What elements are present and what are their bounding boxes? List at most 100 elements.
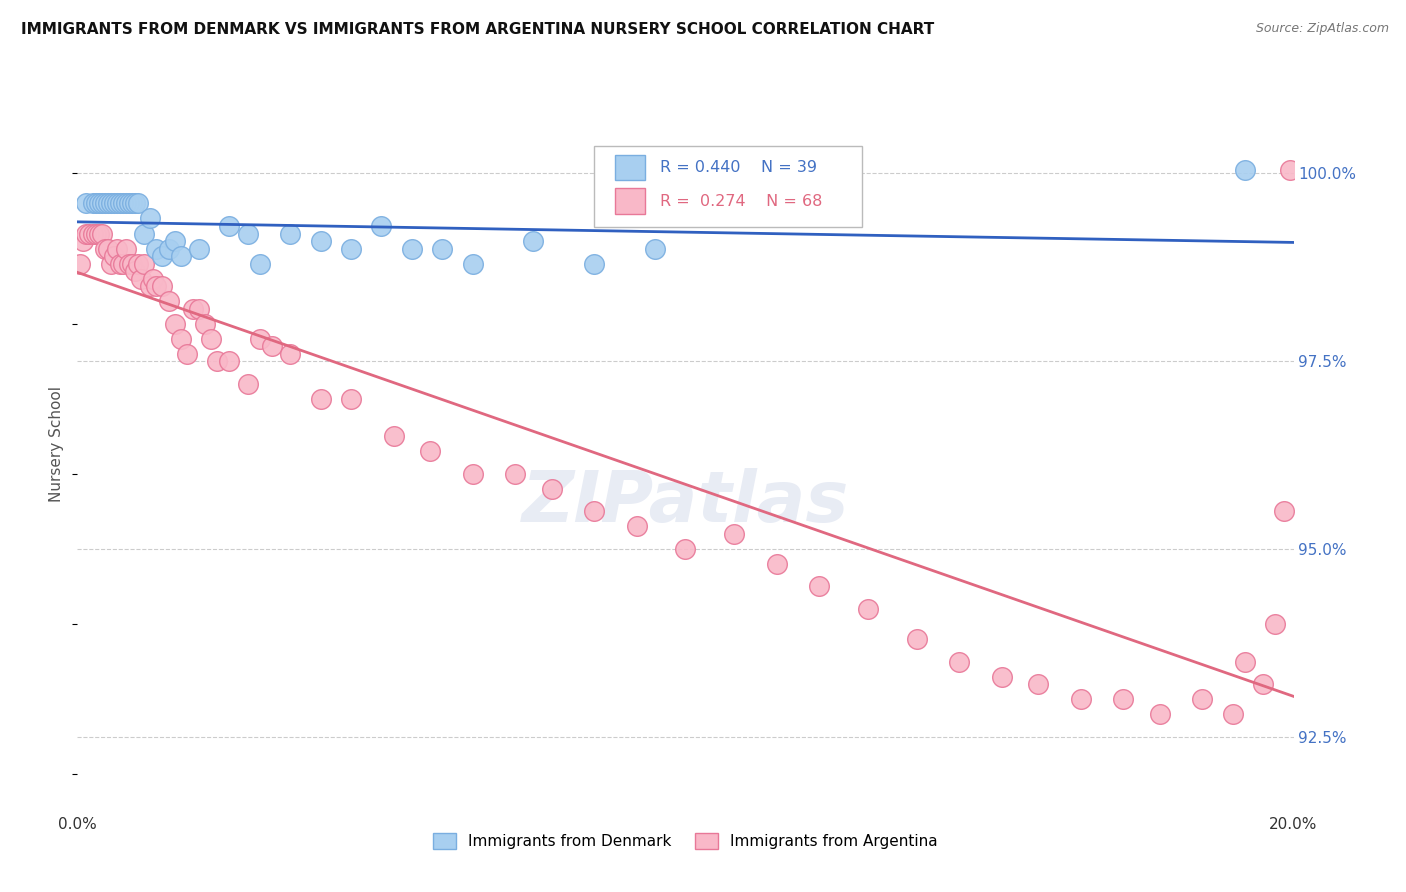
Bar	[614, 154, 645, 180]
Point	[134, 256, 156, 270]
Point	[145, 242, 167, 256]
Point	[340, 392, 363, 406]
Point	[401, 242, 423, 256]
Point	[115, 196, 138, 211]
Point	[108, 256, 131, 270]
Point	[105, 196, 128, 211]
Point	[163, 317, 186, 331]
Point	[84, 196, 107, 211]
Point	[97, 242, 120, 256]
Point	[340, 242, 363, 256]
Point	[87, 196, 110, 211]
Point	[103, 196, 125, 211]
Point	[157, 294, 180, 309]
Point	[309, 392, 332, 406]
Point	[522, 234, 544, 248]
Point	[430, 242, 453, 256]
Point	[765, 557, 787, 571]
Point	[309, 234, 332, 248]
Point	[124, 196, 146, 211]
Point	[990, 669, 1012, 683]
Point	[644, 242, 666, 256]
Point	[108, 196, 131, 211]
Point	[142, 271, 165, 285]
Point	[111, 256, 134, 270]
Point	[205, 354, 228, 368]
Point	[1279, 162, 1302, 177]
Point	[218, 354, 240, 368]
Text: ZIPatlas: ZIPatlas	[522, 468, 849, 537]
Point	[69, 256, 91, 270]
Point	[218, 219, 240, 233]
Point	[194, 317, 217, 331]
Point	[1191, 692, 1213, 706]
Point	[249, 256, 271, 270]
Point	[236, 376, 259, 391]
Point	[90, 196, 112, 211]
Point	[278, 346, 301, 360]
Legend: Immigrants from Denmark, Immigrants from Argentina: Immigrants from Denmark, Immigrants from…	[427, 828, 943, 855]
Point	[118, 196, 141, 211]
Point	[170, 249, 193, 263]
Text: IMMIGRANTS FROM DENMARK VS IMMIGRANTS FROM ARGENTINA NURSERY SCHOOL CORRELATION : IMMIGRANTS FROM DENMARK VS IMMIGRANTS FR…	[21, 22, 935, 37]
Point	[127, 256, 149, 270]
Point	[200, 332, 222, 346]
Text: R = 0.440    N = 39: R = 0.440 N = 39	[659, 160, 817, 175]
Point	[170, 332, 193, 346]
Point	[118, 256, 141, 270]
Point	[1233, 162, 1256, 177]
Point	[382, 429, 405, 443]
Point	[1222, 707, 1244, 722]
Point	[82, 196, 104, 211]
Point	[111, 196, 134, 211]
Point	[72, 234, 94, 248]
Point	[503, 467, 526, 481]
Point	[856, 602, 879, 616]
Point	[181, 301, 204, 316]
Point	[419, 444, 441, 458]
Point	[808, 579, 831, 593]
Point	[260, 339, 283, 353]
Point	[626, 519, 648, 533]
Text: R =  0.274    N = 68: R = 0.274 N = 68	[659, 194, 823, 209]
Point	[87, 227, 110, 241]
Point	[905, 632, 928, 646]
Point	[82, 227, 104, 241]
Point	[157, 242, 180, 256]
Point	[176, 346, 198, 360]
Point	[97, 196, 120, 211]
Point	[79, 227, 101, 241]
Point	[723, 527, 745, 541]
Point	[134, 227, 156, 241]
Point	[139, 211, 162, 226]
Point	[461, 467, 484, 481]
Point	[163, 234, 186, 248]
Point	[115, 242, 138, 256]
Point	[145, 279, 167, 293]
Point	[1112, 692, 1135, 706]
Point	[1026, 677, 1049, 691]
Point	[1251, 677, 1274, 691]
Point	[100, 196, 122, 211]
Point	[124, 264, 146, 278]
Point	[1149, 707, 1171, 722]
Point	[152, 249, 174, 263]
Point	[461, 256, 484, 270]
Point	[278, 227, 301, 241]
Point	[93, 242, 115, 256]
Point	[100, 256, 122, 270]
Point	[583, 256, 606, 270]
Text: Source: ZipAtlas.com: Source: ZipAtlas.com	[1256, 22, 1389, 36]
Point	[84, 227, 107, 241]
Point	[236, 227, 259, 241]
Y-axis label: Nursery School: Nursery School	[49, 385, 65, 502]
Point	[105, 242, 128, 256]
Point	[127, 196, 149, 211]
Point	[75, 227, 97, 241]
Bar	[614, 188, 645, 214]
Point	[540, 482, 562, 496]
Point	[121, 256, 143, 270]
Point	[93, 196, 115, 211]
Point	[1233, 655, 1256, 669]
Point	[1274, 504, 1296, 518]
